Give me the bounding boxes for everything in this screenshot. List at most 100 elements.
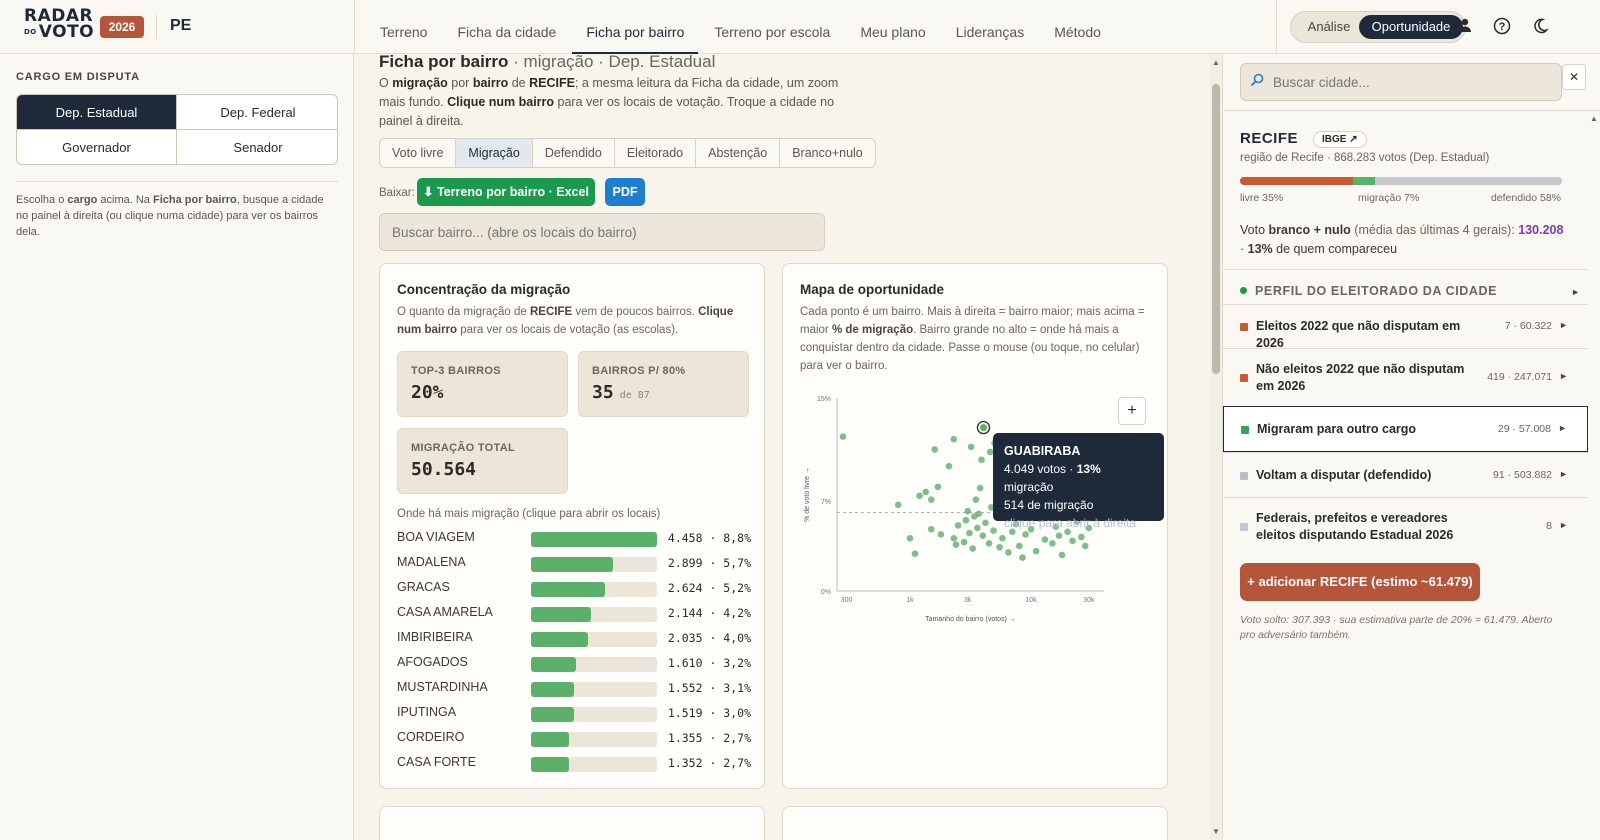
chart-tooltip[interactable]: GUABIRABA 4.049 votos · 13% migração 514… [993, 433, 1164, 530]
bairro-row[interactable]: GRACAS 2.624 · 5,2% [397, 578, 751, 598]
data-point[interactable] [894, 501, 902, 509]
mode-toggle[interactable]: Análise Oportunidade [1290, 11, 1466, 43]
tab-lideran-as[interactable]: Lideranças [955, 24, 1025, 40]
scroll-up-icon[interactable]: ▲ [1590, 114, 1598, 123]
download-pdf-button[interactable]: PDF [605, 178, 645, 206]
data-point[interactable] [985, 540, 993, 547]
bairro-row[interactable]: CORDEIRO 1.355 · 2,7% [397, 728, 751, 748]
data-point[interactable] [978, 456, 985, 464]
city-search-input[interactable] [1240, 63, 1562, 101]
bairro-row[interactable]: AFOGADOS 1.610 · 3,2% [397, 653, 751, 673]
data-point[interactable] [967, 443, 975, 451]
data-point[interactable] [972, 496, 980, 503]
chevron-right-icon[interactable]: ► [1559, 468, 1568, 479]
zoom-in-button[interactable]: + [1118, 397, 1146, 425]
data-point[interactable] [1078, 533, 1085, 541]
highlight-point[interactable] [980, 424, 988, 432]
data-point[interactable] [979, 532, 987, 539]
data-point[interactable] [969, 545, 977, 552]
data-point[interactable] [931, 446, 938, 453]
bairro-row[interactable]: CASA FORTE 1.352 · 2,7% [397, 753, 751, 773]
cargo-senador[interactable]: Senador [233, 140, 283, 155]
download-excel-button[interactable]: ⬇ Terreno por bairro · Excel [417, 178, 595, 206]
data-point[interactable] [1049, 540, 1056, 547]
data-point[interactable] [962, 516, 970, 524]
data-point[interactable] [1019, 554, 1026, 561]
ibge-link[interactable]: IBGE ↗ [1313, 131, 1367, 148]
data-point[interactable] [952, 541, 960, 548]
data-point[interactable] [1085, 524, 1093, 532]
chevron-right-icon[interactable]: ► [1559, 371, 1568, 381]
data-point[interactable] [988, 504, 995, 511]
data-point[interactable] [982, 519, 989, 527]
data-point[interactable] [916, 492, 923, 500]
tab-terreno[interactable]: Terreno [380, 24, 428, 40]
data-point[interactable] [1055, 532, 1063, 539]
data-point[interactable] [1064, 528, 1071, 536]
bairro-row[interactable]: IPUTINGA 1.519 · 3,0% [397, 703, 751, 723]
data-point[interactable] [964, 507, 972, 515]
tab-ficha-por-bairro[interactable]: Ficha por bairro [572, 0, 699, 54]
data-point[interactable] [906, 534, 914, 542]
data-point[interactable] [1058, 551, 1066, 559]
metric-tab-defendido[interactable]: Defendido [533, 139, 615, 167]
data-point[interactable] [1027, 525, 1035, 533]
data-point[interactable] [1069, 537, 1076, 545]
data-point[interactable] [986, 448, 994, 456]
bairro-row[interactable]: MADALENA 2.899 · 5,7% [397, 553, 751, 573]
tab-terreno-por-escola[interactable]: Terreno por escola [714, 24, 831, 40]
metric-tab-branco-nulo[interactable]: Branco+nulo [792, 146, 863, 160]
perfil-row[interactable]: Não eleitos 2022 que não disputam em 202… [1223, 348, 1588, 406]
data-point[interactable] [1081, 542, 1089, 550]
data-point[interactable] [999, 534, 1006, 542]
data-point[interactable] [945, 462, 953, 470]
mode-oportunidade[interactable]: Oportunidade [1359, 15, 1463, 39]
data-point[interactable] [976, 484, 984, 492]
app-logo[interactable]: RADAR DO VOTO [24, 6, 95, 42]
data-point[interactable] [1016, 542, 1023, 550]
user-icon[interactable] [1455, 17, 1475, 37]
chevron-right-icon[interactable]: ► [1558, 423, 1567, 433]
bairro-row[interactable]: BOA VIAGEM 4.458 · 8,8% [397, 528, 751, 548]
perfil-header[interactable]: PERFIL DO ELEITORADO DA CIDADE [1240, 284, 1497, 298]
metric-tab-voto-livre[interactable]: Voto livre [380, 139, 457, 167]
data-point[interactable] [922, 488, 930, 496]
data-point[interactable] [1052, 523, 1060, 530]
moon-icon[interactable] [1530, 17, 1550, 37]
bairro-search-input[interactable] [379, 213, 825, 251]
data-point[interactable] [960, 538, 968, 546]
scroll-thumb[interactable] [1212, 84, 1220, 374]
tab-m-todo[interactable]: Método [1054, 24, 1101, 40]
metric-tab-eleitorado[interactable]: Eleitorado [615, 139, 697, 167]
metric-tab-migra-o[interactable]: Migração [456, 139, 533, 167]
data-point[interactable] [1032, 547, 1040, 555]
tab-meu-plano[interactable]: Meu plano [860, 24, 926, 40]
data-point[interactable] [934, 483, 942, 491]
bairro-row[interactable]: CASA AMARELA 2.144 · 4,2% [397, 603, 751, 623]
add-city-button[interactable]: + adicionar RECIFE (estimo ~61.479) [1240, 563, 1480, 601]
cargo-dep-federal[interactable]: Dep. Federal [177, 95, 337, 130]
data-point[interactable] [974, 524, 981, 532]
bairro-row[interactable]: IMBIRIBEIRA 2.035 · 4,0% [397, 628, 751, 648]
data-point[interactable] [966, 529, 973, 537]
data-point[interactable] [996, 543, 1003, 551]
cargo-dep-estadual[interactable]: Dep. Estadual [17, 95, 177, 130]
data-point[interactable] [975, 510, 983, 518]
data-point[interactable] [950, 435, 958, 443]
state-label[interactable]: PE [170, 17, 192, 34]
data-point[interactable] [1012, 520, 1020, 528]
bairro-row[interactable]: MUSTARDINHA 1.552 · 3,1% [397, 678, 751, 698]
tab-ficha-da-cidade[interactable]: Ficha da cidade [457, 24, 557, 40]
data-point[interactable] [1009, 528, 1016, 536]
data-point[interactable] [927, 525, 935, 533]
data-point[interactable] [954, 522, 962, 529]
cargo-governador[interactable]: Governador [17, 130, 177, 164]
help-icon[interactable]: ? [1492, 17, 1512, 37]
close-icon[interactable]: ✕ [1562, 64, 1586, 90]
scroll-down-icon[interactable]: ▼ [1212, 827, 1220, 836]
mode-analise[interactable]: Análise [1307, 19, 1351, 34]
data-point[interactable] [1022, 531, 1029, 538]
data-point[interactable] [950, 534, 958, 542]
perfil-row[interactable]: Federais, prefeitos e vereadores eleitos… [1223, 497, 1588, 555]
metric-tab-absten-o[interactable]: Abstenção [696, 139, 781, 167]
